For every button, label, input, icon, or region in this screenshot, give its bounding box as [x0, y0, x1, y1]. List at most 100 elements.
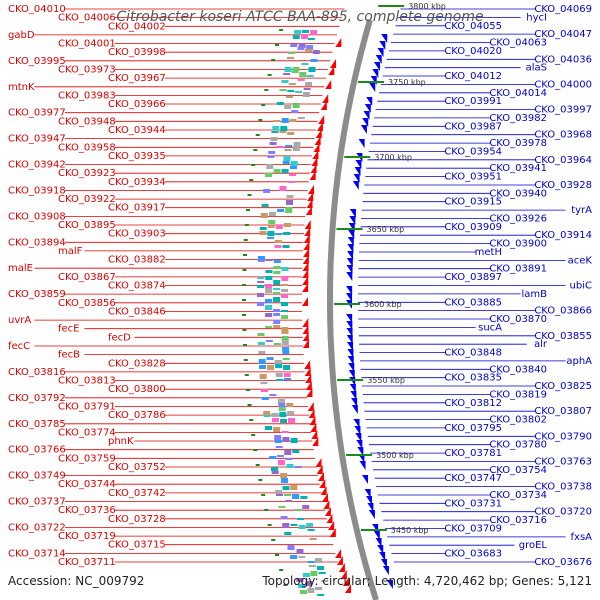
forward-strand-arrow [335, 38, 342, 47]
feature-block [314, 558, 322, 563]
reverse-strand-arrow [359, 461, 366, 470]
gene-label: CKO_03731 [444, 498, 502, 509]
feature-block [257, 333, 265, 336]
gene-label: CKO_03763 [534, 457, 592, 468]
feature-block [281, 336, 289, 341]
feature-block [286, 403, 294, 407]
reverse-strand-arrow [372, 69, 379, 78]
reverse-strand-arrow [363, 111, 370, 120]
feature-block [298, 525, 306, 529]
reverse-strand-arrow [347, 237, 354, 246]
forward-strand-arrow [303, 234, 310, 243]
feature-block [259, 365, 267, 369]
feature-block [280, 516, 288, 519]
gene-label: CKO_03747 [444, 473, 502, 484]
feature-block [271, 131, 279, 133]
feature-block [273, 266, 281, 269]
feature-block [291, 110, 299, 113]
gene-label: CKO_03951 [444, 172, 502, 183]
feature-block [280, 126, 288, 131]
gene-label: CKO_04001 [58, 39, 116, 50]
feature-block [306, 523, 314, 527]
feature-block [310, 59, 318, 62]
feature-block [307, 588, 315, 593]
feature-block [287, 57, 294, 59]
forward-strand-arrow [302, 318, 309, 327]
gene-label: CKO_03825 [534, 381, 592, 392]
feature-block [297, 79, 305, 81]
gene-label: CKO_03828 [108, 358, 166, 369]
forward-strand-arrow [318, 115, 325, 124]
feature-block [276, 494, 283, 496]
feature-block [274, 245, 282, 248]
feature-block [273, 280, 281, 285]
gene-label: CKO_03720 [534, 507, 592, 518]
gene-label: CKO_03941 [489, 163, 547, 174]
feature-block [307, 529, 315, 531]
feature-block [282, 351, 290, 354]
gene-label: CKO_03987 [444, 121, 502, 132]
reverse-strand-arrow [354, 426, 361, 435]
feature-block [292, 35, 300, 39]
feature-block [287, 545, 295, 550]
feature-block [285, 145, 293, 147]
feature-block [273, 297, 280, 302]
feature-block [270, 137, 278, 141]
reverse-strand-arrow [367, 503, 374, 512]
gene-label: aceK [568, 255, 593, 266]
feature-block [298, 584, 306, 588]
feature-block [276, 146, 284, 148]
gene-label: CKO_03866 [534, 306, 592, 317]
feature-block [263, 415, 271, 417]
forward-strand-arrow [311, 157, 318, 166]
forward-strand-arrow [309, 416, 316, 425]
forward-strand-arrow [328, 521, 335, 530]
feature-block [259, 227, 267, 230]
feature-block [267, 231, 275, 236]
gene-label: CKO_03759 [58, 453, 116, 464]
feature-block [315, 587, 323, 590]
forward-strand-arrow [302, 262, 309, 271]
gene-label: alr [534, 339, 548, 350]
feature-block [265, 276, 273, 280]
feature-block [285, 500, 293, 502]
forward-strand-arrow [302, 276, 309, 285]
reverse-strand-arrow [348, 363, 355, 372]
gene-label: CKO_03947 [8, 134, 66, 145]
gene-label: CKO_04010 [8, 4, 66, 15]
gene-label: CKO_03900 [489, 239, 547, 250]
gene-label: CKO_03897 [444, 272, 502, 283]
feature-block [283, 373, 291, 377]
forward-strand-arrow [305, 206, 312, 215]
feature-block [281, 327, 289, 332]
gene-label: CKO_03749 [8, 471, 66, 482]
forward-strand-arrow [310, 164, 317, 173]
gene-label: CKO_03785 [8, 419, 66, 430]
feature-block [271, 413, 279, 417]
reverse-strand-arrow [353, 419, 360, 428]
feature-block [257, 293, 264, 297]
reverse-strand-arrow [358, 139, 365, 148]
forward-strand-arrow [315, 458, 322, 467]
gene-label: CKO_04000 [534, 79, 592, 90]
feature-block [265, 288, 273, 293]
feature-block [276, 102, 284, 105]
gene-label: CKO_03795 [444, 423, 502, 434]
feature-block [305, 581, 313, 586]
feature-block [257, 302, 264, 306]
gene-label: CKO_03792 [8, 393, 66, 404]
gene-label: CKO_04063 [489, 38, 547, 49]
reverse-strand-arrow [357, 447, 364, 456]
gene-label: CKO_03909 [444, 222, 502, 233]
feature-block [257, 260, 265, 262]
gene-label: fecB [58, 350, 80, 361]
feature-block [281, 267, 289, 271]
feature-block [281, 80, 289, 83]
gene-label: aphA [566, 356, 592, 367]
gene-label: CKO_03736 [58, 505, 116, 516]
feature-block [277, 455, 285, 457]
feature-block [276, 379, 284, 381]
reverse-strand-arrow [377, 545, 384, 554]
feature-block [269, 456, 277, 459]
forward-strand-arrow [318, 472, 325, 481]
